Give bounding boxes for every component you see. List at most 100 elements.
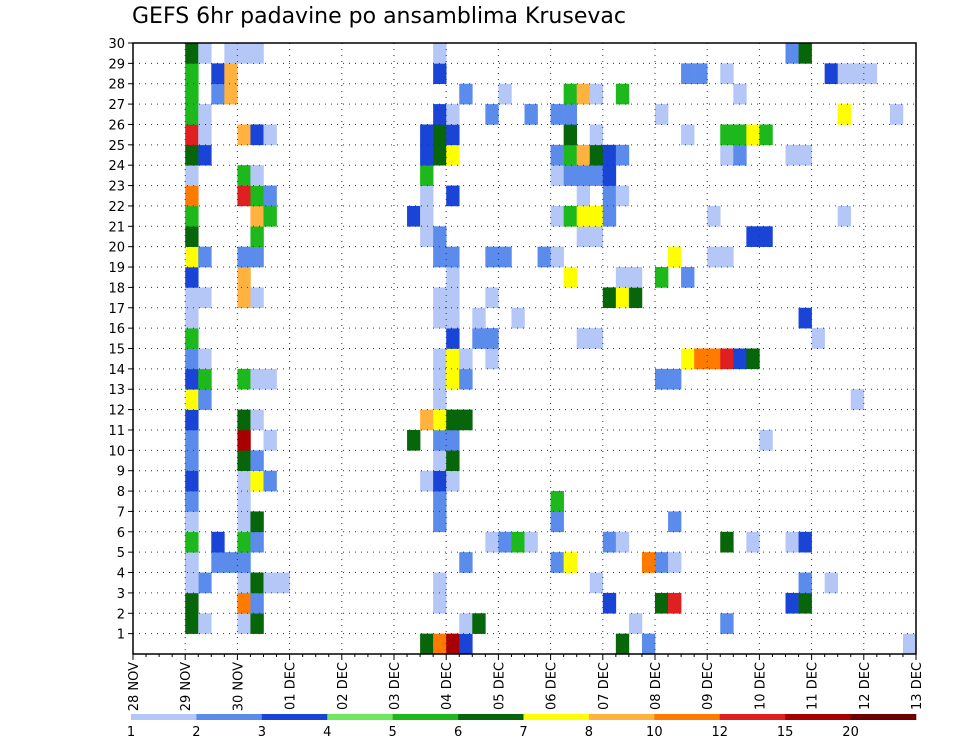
heatmap-cell	[446, 450, 460, 471]
heatmap-cell	[589, 165, 604, 186]
heatmap-cell	[185, 470, 199, 492]
heatmap-cell	[420, 144, 434, 166]
heatmap-cell	[746, 348, 760, 370]
y-tick-label: 21	[108, 220, 125, 235]
heatmap-cell	[263, 470, 277, 492]
legend-swatch	[392, 714, 459, 720]
heatmap-cell	[563, 83, 577, 105]
heatmap-cell	[420, 165, 434, 186]
heatmap-cell	[837, 205, 852, 227]
heatmap-cell	[485, 246, 499, 268]
heatmap-cell	[185, 389, 199, 410]
heatmap-cell	[185, 43, 199, 64]
heatmap-cell	[250, 470, 264, 492]
heatmap-cell	[250, 511, 264, 533]
heatmap-cell	[602, 592, 617, 614]
heatmap-cell	[746, 226, 760, 247]
heatmap-cell	[589, 124, 604, 146]
y-tick-label: 23	[108, 180, 125, 195]
heatmap-cell	[433, 511, 447, 533]
heatmap-cell	[798, 43, 812, 64]
heatmap-cell	[185, 104, 199, 125]
heatmap-cell	[433, 43, 447, 64]
heatmap-cell	[433, 470, 447, 492]
y-tick-label: 10	[108, 444, 125, 459]
heatmap-cell	[615, 531, 630, 553]
y-tick-label: 16	[108, 322, 125, 337]
heatmap-cell	[485, 328, 499, 349]
heatmap-cell	[602, 165, 617, 186]
legend-swatch	[261, 714, 328, 720]
heatmap-cell	[420, 633, 434, 655]
heatmap-cell	[224, 43, 238, 64]
heatmap-cell	[759, 226, 773, 247]
y-tick-label: 24	[108, 159, 125, 174]
heatmap-cell	[446, 246, 460, 268]
legend-label: 1	[127, 725, 135, 740]
heatmap-cell	[407, 205, 421, 227]
legend-swatch	[850, 714, 917, 720]
heatmap-cell	[185, 348, 199, 370]
legend-swatch	[785, 714, 851, 720]
heatmap-cell	[733, 144, 747, 166]
heatmap-cell	[198, 287, 212, 309]
heatmap-cell	[185, 267, 199, 288]
color-legend: 1 2 3 4 5 6 7 8 10 12 15 20	[127, 714, 917, 740]
heatmap-cell	[446, 348, 460, 370]
heatmap-cell	[237, 267, 251, 288]
heatmap-cell	[433, 389, 447, 410]
heatmap-cell	[433, 409, 447, 431]
x-tick-label: 08 DEC	[649, 662, 664, 710]
heatmap-cell	[433, 246, 447, 268]
heatmap-cell	[250, 613, 264, 634]
heatmap-cell	[707, 205, 721, 227]
legend-label: 5	[389, 725, 397, 740]
heatmap-cell	[459, 552, 473, 573]
heatmap-cell	[237, 287, 251, 309]
heatmap-cell	[446, 470, 460, 492]
heatmap-cell	[237, 613, 251, 634]
heatmap-cell	[837, 104, 852, 125]
heatmap-cell	[446, 368, 460, 390]
heatmap-cell	[485, 348, 499, 370]
legend-swatch	[131, 714, 197, 720]
heatmap-cell	[446, 124, 460, 146]
legend-label: 6	[454, 725, 462, 740]
heatmap-cell	[211, 531, 225, 553]
heatmap-cell	[589, 572, 604, 594]
heatmap-cell	[759, 124, 773, 146]
heatmap-cell	[237, 165, 251, 186]
heatmap-cell	[446, 307, 460, 329]
heatmap-cell	[550, 205, 564, 227]
heatmap-cell	[250, 43, 264, 64]
heatmap-cell	[589, 144, 604, 166]
heatmap-cell	[798, 572, 812, 594]
heatmap-cell	[433, 572, 447, 594]
heatmap-cell	[602, 144, 617, 166]
heatmap-cells	[185, 43, 917, 655]
heatmap-cell	[850, 63, 865, 85]
heatmap-cell	[602, 185, 617, 207]
y-tick-label: 6	[117, 526, 125, 541]
heatmap-cell	[250, 450, 264, 471]
heatmap-cell	[615, 185, 630, 207]
heatmap-cell	[550, 104, 564, 125]
heatmap-cell	[237, 572, 251, 594]
heatmap-cell	[237, 429, 251, 451]
heatmap-cell	[250, 165, 264, 186]
heatmap-cell	[628, 287, 643, 309]
heatmap-cell	[550, 165, 564, 186]
heatmap-cell	[589, 328, 604, 349]
legend-label: 15	[777, 725, 794, 740]
heatmap-cell	[837, 63, 852, 85]
legend-swatch	[327, 714, 393, 720]
heatmap-cell	[198, 348, 212, 370]
heatmap-cell	[185, 572, 199, 594]
heatmap-cell	[576, 205, 591, 227]
heatmap-cell	[433, 348, 447, 370]
x-tick-label: 06 DEC	[545, 662, 560, 710]
heatmap-cell	[459, 348, 473, 370]
y-tick-label: 22	[108, 200, 125, 215]
y-tick-label: 18	[108, 281, 125, 296]
y-tick-label: 30	[108, 37, 125, 52]
